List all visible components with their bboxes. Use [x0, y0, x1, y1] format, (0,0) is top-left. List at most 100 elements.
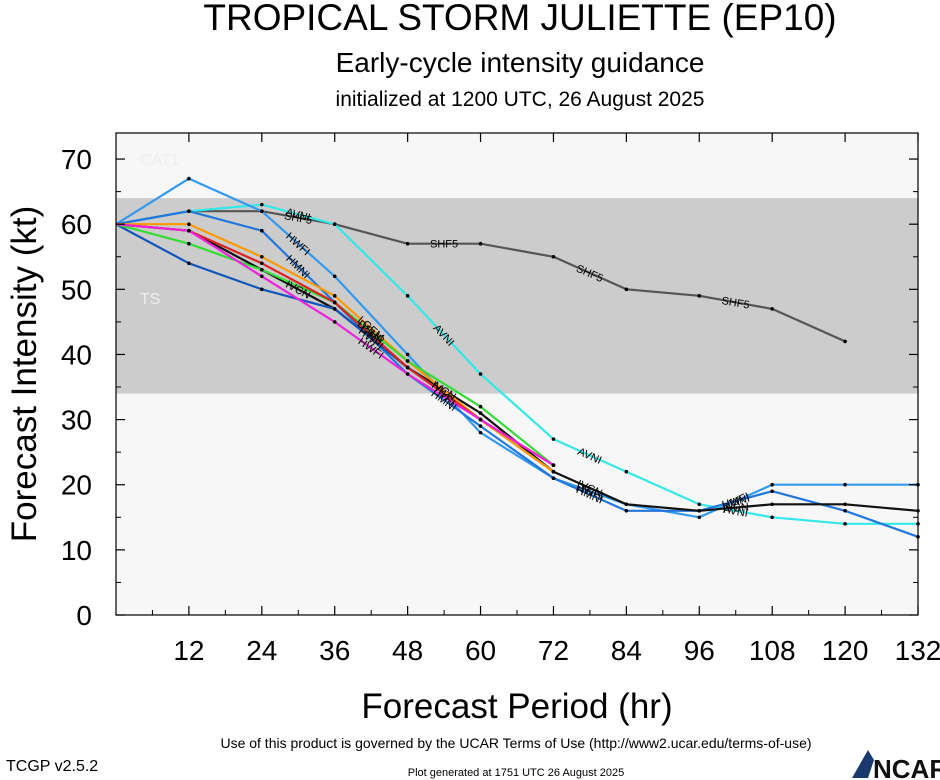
data-point [770, 502, 774, 507]
terms-of-use: Use of this product is governed by the U… [220, 735, 811, 751]
y-tick-label: 70 [61, 144, 92, 175]
series-points [187, 176, 920, 539]
series-label: SHF5 [430, 239, 458, 251]
data-point [405, 352, 410, 357]
data-point [478, 424, 483, 428]
data-point [697, 502, 702, 507]
y-tick-label: 60 [61, 209, 92, 240]
data-point [551, 437, 556, 441]
data-point [332, 320, 337, 324]
x-tick-label: 84 [611, 635, 642, 666]
tick-labels: 12 24 36 48 60 72 84 96 108 120 132 0 10 20 30 40 50 60 70 [61, 144, 940, 666]
data-point [843, 508, 847, 513]
data-point [551, 463, 556, 467]
band-ts [116, 198, 918, 394]
data-point [770, 489, 774, 494]
data-point [624, 287, 629, 292]
data-point [187, 176, 191, 181]
generated-time: Plot generated at 1751 UTC 26 August 202… [408, 767, 625, 779]
data-point [770, 307, 774, 311]
data-point [551, 469, 556, 474]
data-point [332, 307, 337, 311]
data-point [624, 508, 629, 513]
version-label: TCGP v2.5.2 [6, 758, 98, 775]
y-tick-label: 50 [61, 274, 92, 305]
band-label-ts: TS [140, 291, 160, 308]
ncar-logo-mark [852, 750, 874, 778]
series-line-hmni-3 [115, 210, 919, 538]
x-tick-label: 48 [392, 635, 423, 666]
data-point [405, 359, 410, 363]
series-label: SHF5 [283, 210, 313, 227]
data-point [697, 294, 702, 298]
series-label: AVNI [722, 504, 749, 520]
data-point [551, 476, 556, 481]
data-point [843, 522, 847, 526]
data-point [187, 241, 191, 246]
data-point [260, 228, 264, 233]
chart-subtitle: Early-cycle intensity guidance [336, 47, 705, 78]
data-point [260, 287, 264, 292]
data-point [332, 222, 337, 226]
data-point [260, 261, 264, 266]
data-point [697, 508, 702, 513]
data-point [260, 202, 264, 207]
x-tick-label: 108 [749, 635, 796, 666]
data-point [843, 339, 847, 344]
data-point [260, 267, 264, 272]
data-point [624, 502, 629, 507]
plot-background: CAT1 TS [116, 133, 918, 615]
data-point [187, 228, 191, 233]
axes [115, 132, 919, 616]
series-line-hwfi-2 [115, 177, 918, 519]
series-label: IVCN [722, 501, 749, 515]
x-tick-label: 132 [895, 635, 940, 666]
series-label: SHF5 [721, 295, 751, 312]
x-tick-label: 36 [319, 635, 350, 666]
data-point [624, 469, 629, 474]
chart-init-time: initialized at 1200 UTC, 26 August 2025 [336, 88, 705, 111]
data-point [187, 209, 191, 213]
x-tick-label: 12 [173, 635, 204, 666]
data-point [260, 274, 264, 279]
x-axis-label: Forecast Period (hr) [361, 687, 672, 726]
chart-title: TROPICAL STORM JULIETTE (EP10) [203, 0, 836, 38]
data-point [405, 365, 410, 370]
x-tick-label: 24 [246, 635, 277, 666]
data-point [478, 241, 483, 246]
data-point [770, 482, 774, 487]
y-tick-label: 20 [61, 470, 92, 501]
data-point [332, 300, 337, 305]
band-label-cat1: CAT1 [140, 152, 180, 169]
data-point [843, 482, 847, 487]
data-point [478, 430, 483, 435]
y-tick-label: 0 [76, 600, 92, 631]
ncar-logo: NCAR [852, 750, 940, 780]
data-point [697, 515, 702, 520]
y-tick-label: 30 [61, 405, 92, 436]
data-point [332, 294, 337, 298]
data-point [260, 209, 264, 213]
ncar-logo-text: NCAR [873, 754, 940, 780]
data-point [478, 404, 483, 409]
data-point [843, 502, 847, 507]
x-tick-label: 120 [822, 635, 869, 666]
y-axis-label: Forecast Intensity (kt) [5, 206, 44, 542]
data-point [260, 254, 264, 259]
data-point [187, 222, 191, 226]
data-point [332, 274, 337, 279]
y-tick-label: 10 [61, 535, 92, 566]
x-tick-label: 72 [538, 635, 569, 666]
x-tick-label: 60 [465, 635, 496, 666]
y-tick-label: 40 [61, 339, 92, 370]
data-point [551, 254, 556, 259]
data-point [770, 515, 774, 520]
data-point [187, 261, 191, 266]
data-point [478, 372, 483, 376]
x-tick-label: 96 [684, 635, 715, 666]
data-point [405, 294, 410, 298]
data-point [478, 411, 483, 415]
data-point [405, 372, 410, 376]
data-point [478, 417, 483, 422]
